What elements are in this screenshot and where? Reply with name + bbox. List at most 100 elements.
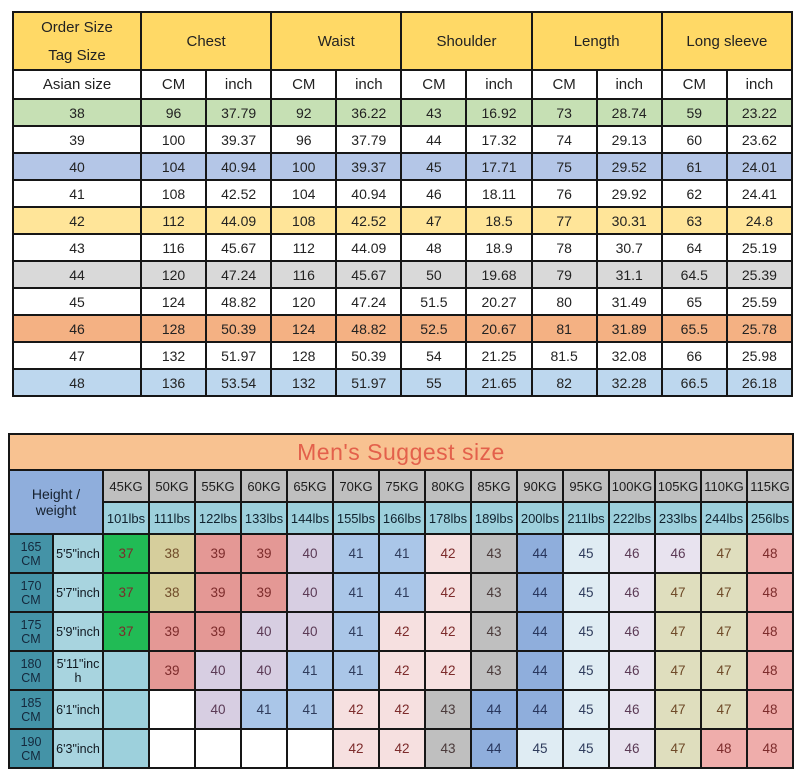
suggest-size-cell: 37 [102,572,150,613]
measure-cell: 51.97 [335,368,403,397]
measure-cell: 66.5 [660,368,728,397]
weight-kg-header: 85KG [470,469,518,503]
suggest-size-cell: 41 [332,650,380,691]
height-inch-cell: 6'1"inch [52,689,104,730]
weight-kg-header: 65KG [286,469,334,503]
measure-cell: 39.37 [205,125,273,154]
column-header-shoulder: Shoulder [400,11,533,71]
measure-cell: 100 [270,152,338,181]
measure-cell: 116 [270,260,338,289]
measure-cell: 43 [400,98,468,127]
size-table: Order Size Tag Size Chest Waist Shoulder Leng… [12,11,794,397]
measure-cell: 18.9 [465,233,533,262]
suggest-size-cell: 44 [516,572,564,613]
weight-lbs-header: 200lbs [516,501,564,535]
measure-cell: 19.68 [465,260,533,289]
measure-cell: 48 [400,233,468,262]
height-cm-cell: 165 CM [8,533,54,574]
measure-cell: 18.11 [465,179,533,208]
measure-cell: 62 [660,179,728,208]
weight-kg-row: Height / weight 45KG 50KG 55KG 60KG 65KG 70KG 7… [8,469,794,535]
measure-cell: 46 [400,179,468,208]
weight-lbs-header: 144lbs [286,501,334,535]
size-cell: 48 [12,368,142,397]
measure-cell: 31.89 [595,314,663,343]
suggest-size-cell: 39 [194,572,242,613]
measure-cell: 32.08 [595,341,663,370]
suggest-size-cell: 39 [194,611,242,652]
measure-cell: 81.5 [530,341,598,370]
suggest-size-cell: 37 [102,533,150,574]
measure-cell: 60 [660,125,728,154]
height-row-175-cm: 175 CM 5'9"inch 37 39 39 40 40 41 42 42 43 44 45 46 47… [8,611,794,652]
measure-cell: 44 [400,125,468,154]
suggest-size-cell: 41 [286,650,334,691]
weight-kg-header: 45KG [102,469,150,503]
measure-cell: 51.5 [400,287,468,316]
unit-header: CM [400,69,468,100]
suggest-size-cell: 40 [240,650,288,691]
measure-cell: 136 [139,368,208,397]
measure-cell: 100 [139,125,208,154]
measure-cell: 96 [270,125,338,154]
measure-cell: 44.09 [335,233,403,262]
unit-header: CM [270,69,338,100]
measure-cell: 48.82 [205,287,273,316]
size-cell: 45 [12,287,142,316]
weight-lbs-header: 155lbs [332,501,380,535]
suggest-size-cell: 42 [424,572,472,613]
measure-cell: 36.22 [335,98,403,127]
measure-cell: 21.65 [465,368,533,397]
measure-cell: 108 [139,179,208,208]
measure-cell: 61 [660,152,728,181]
height-cm-cell: 180 CM [8,650,54,691]
tag-size-label: Tag Size [48,46,106,64]
suggest-size-cell: 47 [654,650,702,691]
measure-cell: 24.8 [725,206,794,235]
size-cell: 43 [12,233,142,262]
column-header-length: Length [530,11,663,71]
suggest-size-cell: 46 [608,611,656,652]
measure-cell: 25.39 [725,260,794,289]
unit-header: inch [335,69,403,100]
weight-kg-header: 75KG [378,469,426,503]
suggest-size-cell: 41 [332,572,380,613]
size-cell: 46 [12,314,142,343]
measure-cell: 17.32 [465,125,533,154]
measure-cell: 124 [270,314,338,343]
measure-cell: 52.5 [400,314,468,343]
suggest-size-cell: 45 [562,611,610,652]
height-inch-cell: 5'7"inch [52,572,104,613]
measure-cell: 47 [400,206,468,235]
size-row-42: 42 112 44.09 108 42.52 47 18.5 77 30.31 63 24.8 [12,206,794,235]
suggest-size-cell: 38 [148,572,196,613]
measure-cell: 104 [270,179,338,208]
suggest-size-cell: 47 [700,650,748,691]
measure-cell: 128 [139,314,208,343]
suggest-size-cell: 42 [424,650,472,691]
size-table-header-row: Order Size Tag Size Chest Waist Shoulder Leng… [12,11,794,71]
measure-cell: 18.5 [465,206,533,235]
measure-cell: 82 [530,368,598,397]
suggest-size-cell: 48 [700,728,748,769]
height-inch-cell: 5'11"inch [52,650,104,691]
measure-cell: 64 [660,233,728,262]
suggest-size-cell [148,728,196,769]
suggest-size-cell: 41 [378,533,426,574]
measure-cell: 45 [400,152,468,181]
measure-cell: 47.24 [205,260,273,289]
suggest-size-cell [286,728,334,769]
height-row-165-cm: 165 CM 5'5"inch 37 38 39 39 40 41 41 42 43 44 45 46 46… [8,533,794,574]
suggest-size-cell: 40 [286,572,334,613]
height-weight-header: Height / weight [8,469,104,535]
suggest-size-cell: 47 [654,689,702,730]
measure-cell: 65 [660,287,728,316]
size-table-subheader-row: Asian size CM inch CM inch CM inch CM inch CM inch [12,69,794,100]
measure-cell: 50 [400,260,468,289]
height-inch-cell: 5'9"inch [52,611,104,652]
measure-cell: 45.67 [335,260,403,289]
suggest-table: Men's Suggest size Height / weight 45KG 50K… [8,433,794,769]
suggest-size-cell: 48 [746,689,794,730]
weight-lbs-header: 133lbs [240,501,288,535]
measure-cell: 55 [400,368,468,397]
